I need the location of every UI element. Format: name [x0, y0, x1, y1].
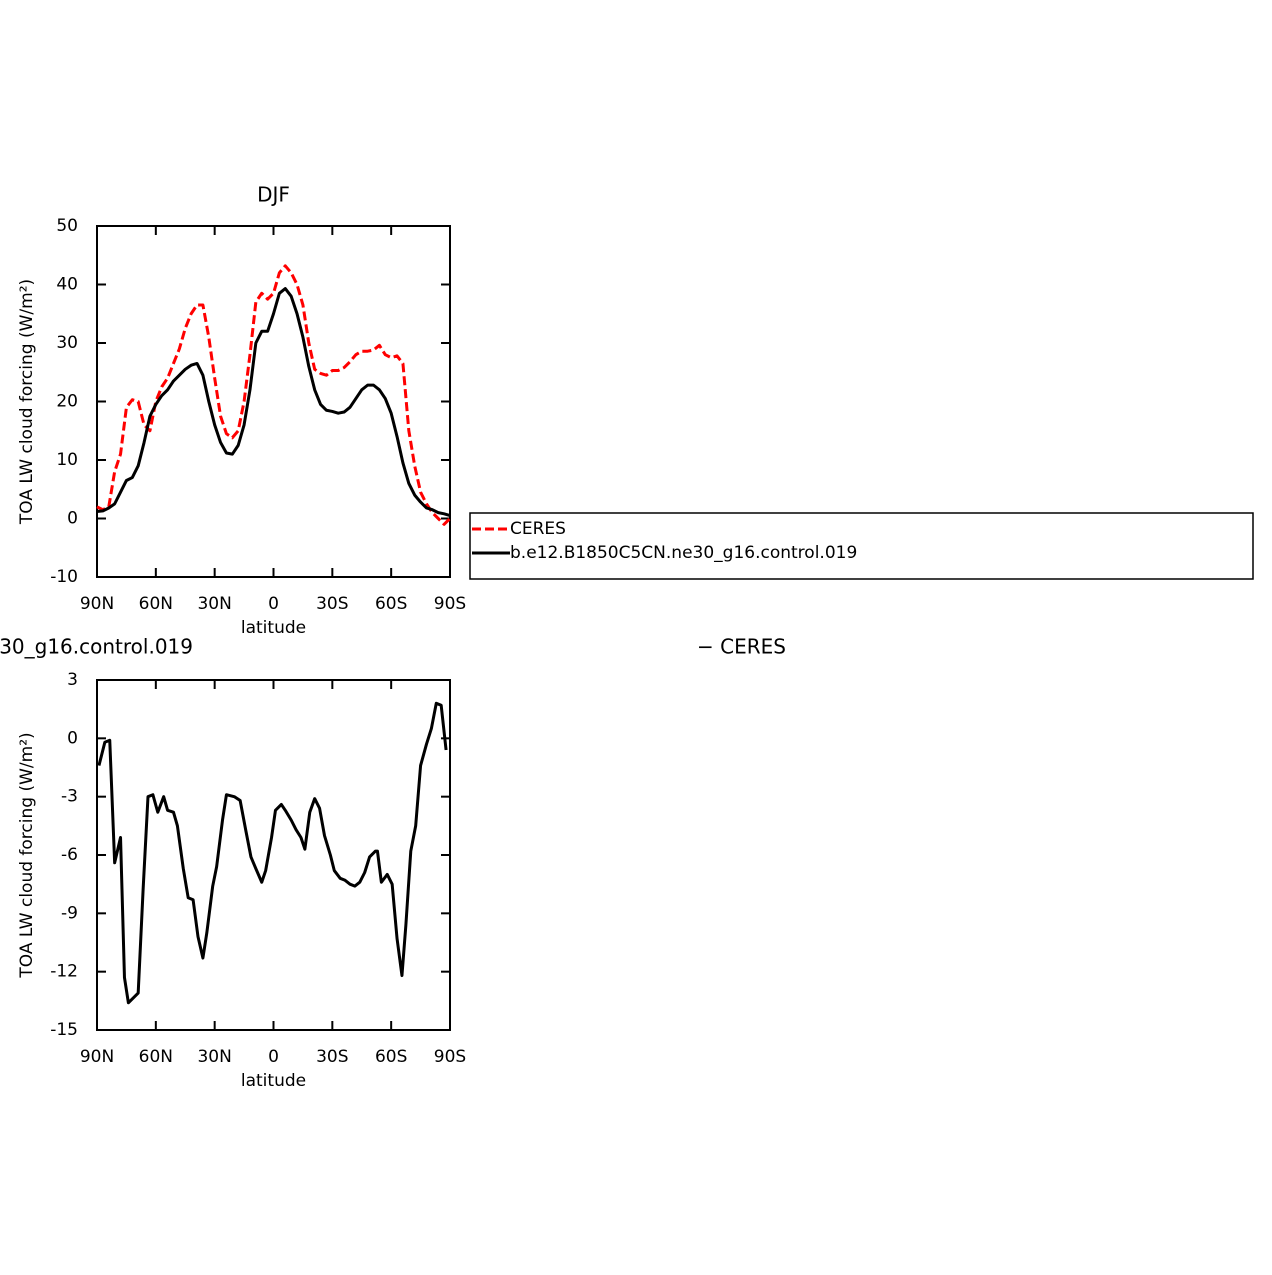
y-tick-label: -12	[50, 962, 78, 982]
data-line	[97, 701, 448, 1005]
x-tick-label: 90N	[80, 1047, 114, 1067]
x-axis-label: latitude	[241, 618, 306, 638]
y-tick-label: 3	[67, 670, 78, 690]
x-tick-label: 30N	[197, 594, 231, 614]
x-tick-label: 90N	[80, 594, 114, 614]
legend-label: CERES	[510, 519, 566, 539]
x-tick-label: 90S	[434, 1047, 466, 1067]
x-axis-label: latitude	[241, 1071, 306, 1091]
x-tick-label: 60S	[375, 1047, 407, 1067]
y-tick-label: -3	[61, 787, 78, 807]
y-tick-label: 50	[56, 216, 78, 236]
y-tick-label: -6	[61, 845, 78, 865]
data-line	[96, 287, 451, 518]
y-tick-label: 0	[67, 728, 78, 748]
y-axis-label: TOA LW cloud forcing (W/m²)	[17, 732, 37, 978]
x-tick-label: 60N	[139, 1047, 173, 1067]
chart-title: − CERES	[697, 635, 786, 659]
x-tick-label: 90S	[434, 594, 466, 614]
y-tick-label: -9	[61, 903, 78, 923]
x-tick-label: 30S	[316, 1047, 348, 1067]
y-tick-label: 40	[56, 275, 78, 295]
y-tick-label: 0	[67, 509, 78, 529]
y-tick-label: -15	[50, 1020, 78, 1040]
x-tick-label: 30N	[197, 1047, 231, 1067]
y-tick-label: 10	[56, 450, 78, 470]
x-tick-label: 0	[268, 1047, 279, 1067]
x-tick-label: 60N	[139, 594, 173, 614]
chart-title: b.e12.B1850C5CN.ne30_g16.control.019	[0, 635, 193, 659]
x-tick-label: 30S	[316, 594, 348, 614]
legend-label: b.e12.B1850C5CN.ne30_g16.control.019	[510, 543, 857, 563]
x-tick-label: 0	[268, 594, 279, 614]
y-axis-label: TOA LW cloud forcing (W/m²)	[17, 279, 37, 525]
chart-title: DJF	[257, 183, 290, 207]
y-tick-label: 30	[56, 333, 78, 353]
y-tick-label: -10	[50, 567, 78, 587]
y-tick-label: 20	[56, 392, 78, 412]
x-tick-label: 60S	[375, 594, 407, 614]
legend-box	[469, 512, 1254, 580]
